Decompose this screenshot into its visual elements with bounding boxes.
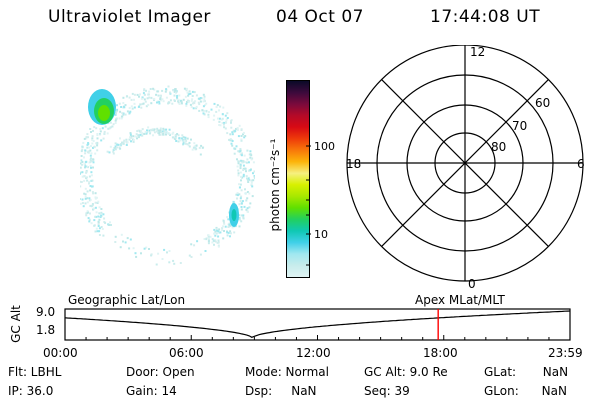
timeline-xtick-2: 12:00 (296, 346, 331, 360)
polar-diagonal-2 (381, 79, 549, 247)
info-ip: IP: 36.0 (8, 384, 54, 398)
polar-label-12: 12 (470, 45, 486, 59)
polar-label-6: 6 (577, 157, 585, 171)
altitude-curve (64, 310, 571, 338)
info-seq: Seq: 39 (364, 384, 410, 398)
polar-label-18: 18 (346, 157, 362, 171)
hotspot-right-edge (229, 203, 239, 227)
timeline-ytick-1_8: 1.8 (36, 323, 56, 337)
info-mode: Mode: Normal (245, 365, 329, 379)
hotspot-bright-green (88, 89, 116, 125)
info-door: Door: Open (126, 365, 195, 379)
colorbar-tick-10: 10 (314, 228, 328, 241)
timeline-ytick-9: 9.0 (36, 305, 56, 319)
timeline-left-title: Geographic Lat/Lon (68, 293, 186, 307)
polar-label-0: 0 (468, 277, 476, 291)
info-flt: Flt: LBHL (8, 365, 62, 379)
polar-ring-label-70: 70 (512, 119, 528, 133)
info-dsp: Dsp: NaN (245, 384, 317, 398)
colorbar-tick-100: 100 (314, 140, 335, 153)
polar-grid (346, 45, 584, 282)
colorbar (286, 80, 310, 278)
polar-ring-label-80: 80 (491, 140, 507, 154)
timeline-axis-label: GC Alt (9, 305, 23, 343)
app-title: Ultraviolet Imager (48, 7, 211, 27)
info-glat: GLat: NaN (484, 365, 569, 379)
timeline-xtick-4: 23:59 (548, 346, 583, 360)
info-gain: Gain: 14 (126, 384, 177, 398)
timeline-xtick-3: 18:00 (423, 346, 458, 360)
colorbar-ticks (306, 145, 311, 266)
aurora-image (80, 85, 255, 266)
info-gc-alt: GC Alt: 9.0 Re (364, 365, 448, 379)
timeline-plot (64, 308, 571, 341)
date-label: 04 Oct 07 (276, 7, 364, 27)
timeline-right-title: Apex MLat/MLT (415, 293, 505, 307)
time-label: 17:44:08 UT (430, 7, 541, 27)
colorbar-unit-label: photon cm⁻²s⁻¹ (268, 138, 282, 232)
polar-ring-label-60: 60 (535, 96, 551, 110)
info-glon: GLon: NaN (484, 384, 567, 398)
timeline-xtick-1: 06:00 (169, 346, 204, 360)
timeline-xtick-0: 00:00 (43, 346, 78, 360)
